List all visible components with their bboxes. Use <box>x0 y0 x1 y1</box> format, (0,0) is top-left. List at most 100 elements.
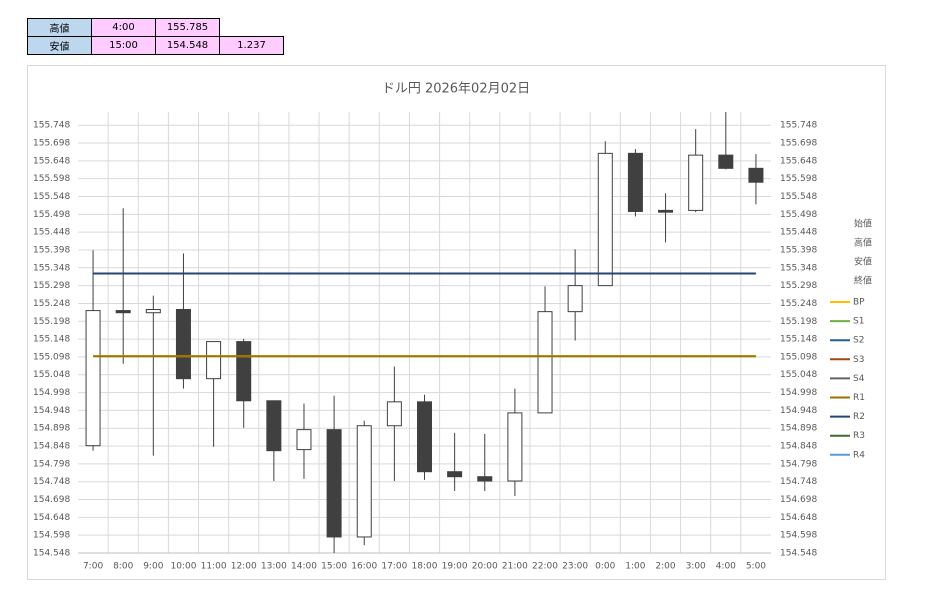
y-tick-label: 154.848 <box>33 442 70 452</box>
candle-body <box>115 310 131 314</box>
row: 高値 4:00 155.785 <box>27 18 284 37</box>
legend-label: R1 <box>853 393 865 403</box>
legend-label: 終値 <box>854 275 872 287</box>
candle-body <box>447 471 463 478</box>
y-tick-label: 154.548 <box>33 549 70 559</box>
candle-body <box>507 412 523 482</box>
x-tick-label: 8:00 <box>113 562 133 572</box>
y2-tick-label: 155.198 <box>780 317 817 327</box>
y2-tick-label: 154.748 <box>780 477 817 487</box>
y-tick-label: 155.448 <box>33 228 70 238</box>
y2-tick-label: 154.698 <box>780 495 817 505</box>
x-tick-label: 9:00 <box>143 562 163 572</box>
cell: 154.548 <box>155 36 220 55</box>
candle-body <box>296 429 312 451</box>
candle-body <box>627 152 643 212</box>
y-tick-label: 155.298 <box>33 281 70 291</box>
y-tick-label: 155.598 <box>33 174 70 184</box>
y-tick-label: 155.648 <box>33 156 70 166</box>
x-tick-label: 16:00 <box>351 562 377 572</box>
x-tick-label: 10:00 <box>170 562 196 572</box>
y2-tick-label: 154.948 <box>780 406 817 416</box>
y2-tick-label: 155.448 <box>780 228 817 238</box>
x-tick-label: 5:00 <box>746 562 766 572</box>
x-tick-label: 23:00 <box>562 562 588 572</box>
y-tick-label: 154.798 <box>33 459 70 469</box>
y-tick-label: 154.898 <box>33 424 70 434</box>
legend-label: S2 <box>853 336 864 346</box>
x-tick-label: 0:00 <box>595 562 615 572</box>
x-tick-label: 1:00 <box>625 562 645 572</box>
legend-label: 高値 <box>854 237 872 249</box>
legend-label: S4 <box>853 374 865 384</box>
candle-body <box>386 401 402 427</box>
candle-body <box>356 425 372 538</box>
y2-tick-label: 154.548 <box>780 549 817 559</box>
candle-body <box>236 341 252 402</box>
x-tick-label: 13:00 <box>261 562 287 572</box>
x-tick-label: 3:00 <box>686 562 706 572</box>
x-tick-label: 11:00 <box>201 562 227 572</box>
y-tick-label: 155.198 <box>33 317 70 327</box>
y-tick-label: 155.748 <box>33 121 70 131</box>
legend-label: 始値 <box>854 218 872 230</box>
y2-tick-label: 155.648 <box>780 156 817 166</box>
cell: 4:00 <box>91 18 156 37</box>
y2-tick-label: 155.148 <box>780 335 817 345</box>
candle-body <box>658 209 674 213</box>
candle-body <box>718 154 734 169</box>
x-tick-label: 18:00 <box>412 562 438 572</box>
legend-label: BP <box>853 298 865 308</box>
candle-body <box>537 311 553 414</box>
y2-tick-label: 154.798 <box>780 459 817 469</box>
y2-tick-label: 154.898 <box>780 424 817 434</box>
candle-body <box>417 401 432 473</box>
y2-tick-label: 155.548 <box>780 192 817 202</box>
y-tick-label: 155.098 <box>33 352 70 362</box>
y2-tick-label: 155.698 <box>780 139 817 149</box>
y2-tick-label: 154.598 <box>780 531 817 541</box>
y2-tick-label: 155.748 <box>780 121 817 131</box>
y-tick-label: 155.248 <box>33 299 70 309</box>
y-tick-label: 154.748 <box>33 477 70 487</box>
cell: 高値 <box>27 18 92 37</box>
x-tick-label: 12:00 <box>231 562 257 572</box>
y2-tick-label: 154.998 <box>780 388 817 398</box>
x-tick-label: 21:00 <box>502 562 528 572</box>
y-tick-label: 155.148 <box>33 335 70 345</box>
y2-tick-label: 155.048 <box>780 370 817 380</box>
candle-body <box>175 309 191 380</box>
legend-label: 安値 <box>854 256 872 268</box>
y-tick-label: 155.548 <box>33 192 70 202</box>
y2-tick-label: 155.248 <box>780 299 817 309</box>
y-tick-label: 154.598 <box>33 531 70 541</box>
y-tick-label: 154.648 <box>33 513 70 523</box>
cell: 1.237 <box>219 36 284 55</box>
candle-body <box>567 285 583 313</box>
y-tick-label: 154.698 <box>33 495 70 505</box>
cell: 15:00 <box>91 36 156 55</box>
x-tick-label: 4:00 <box>716 562 736 572</box>
y-tick-label: 155.048 <box>33 370 70 380</box>
legend-label: R3 <box>853 431 865 441</box>
x-tick-label: 7:00 <box>83 562 103 572</box>
legend-label: S3 <box>853 355 864 365</box>
cell: 安値 <box>27 36 92 55</box>
legend-label: R4 <box>853 450 865 460</box>
y2-tick-label: 155.498 <box>780 210 817 220</box>
x-tick-label: 20:00 <box>472 562 498 572</box>
candle-body <box>145 309 161 314</box>
candle-body <box>477 476 493 482</box>
y-tick-label: 155.398 <box>33 245 70 255</box>
y2-tick-label: 155.348 <box>780 263 817 273</box>
row: 安値 15:00 154.548 1.237 <box>27 36 284 55</box>
chart-title: ドル円 2026年02月02日 <box>382 82 530 97</box>
candle-body <box>597 152 613 287</box>
y2-tick-label: 155.398 <box>780 245 817 255</box>
y2-tick-label: 155.298 <box>780 281 817 291</box>
legend-label: S1 <box>853 317 864 327</box>
cell: 155.785 <box>155 18 220 37</box>
y-tick-label: 155.498 <box>33 210 70 220</box>
legend-label: R2 <box>853 412 865 422</box>
